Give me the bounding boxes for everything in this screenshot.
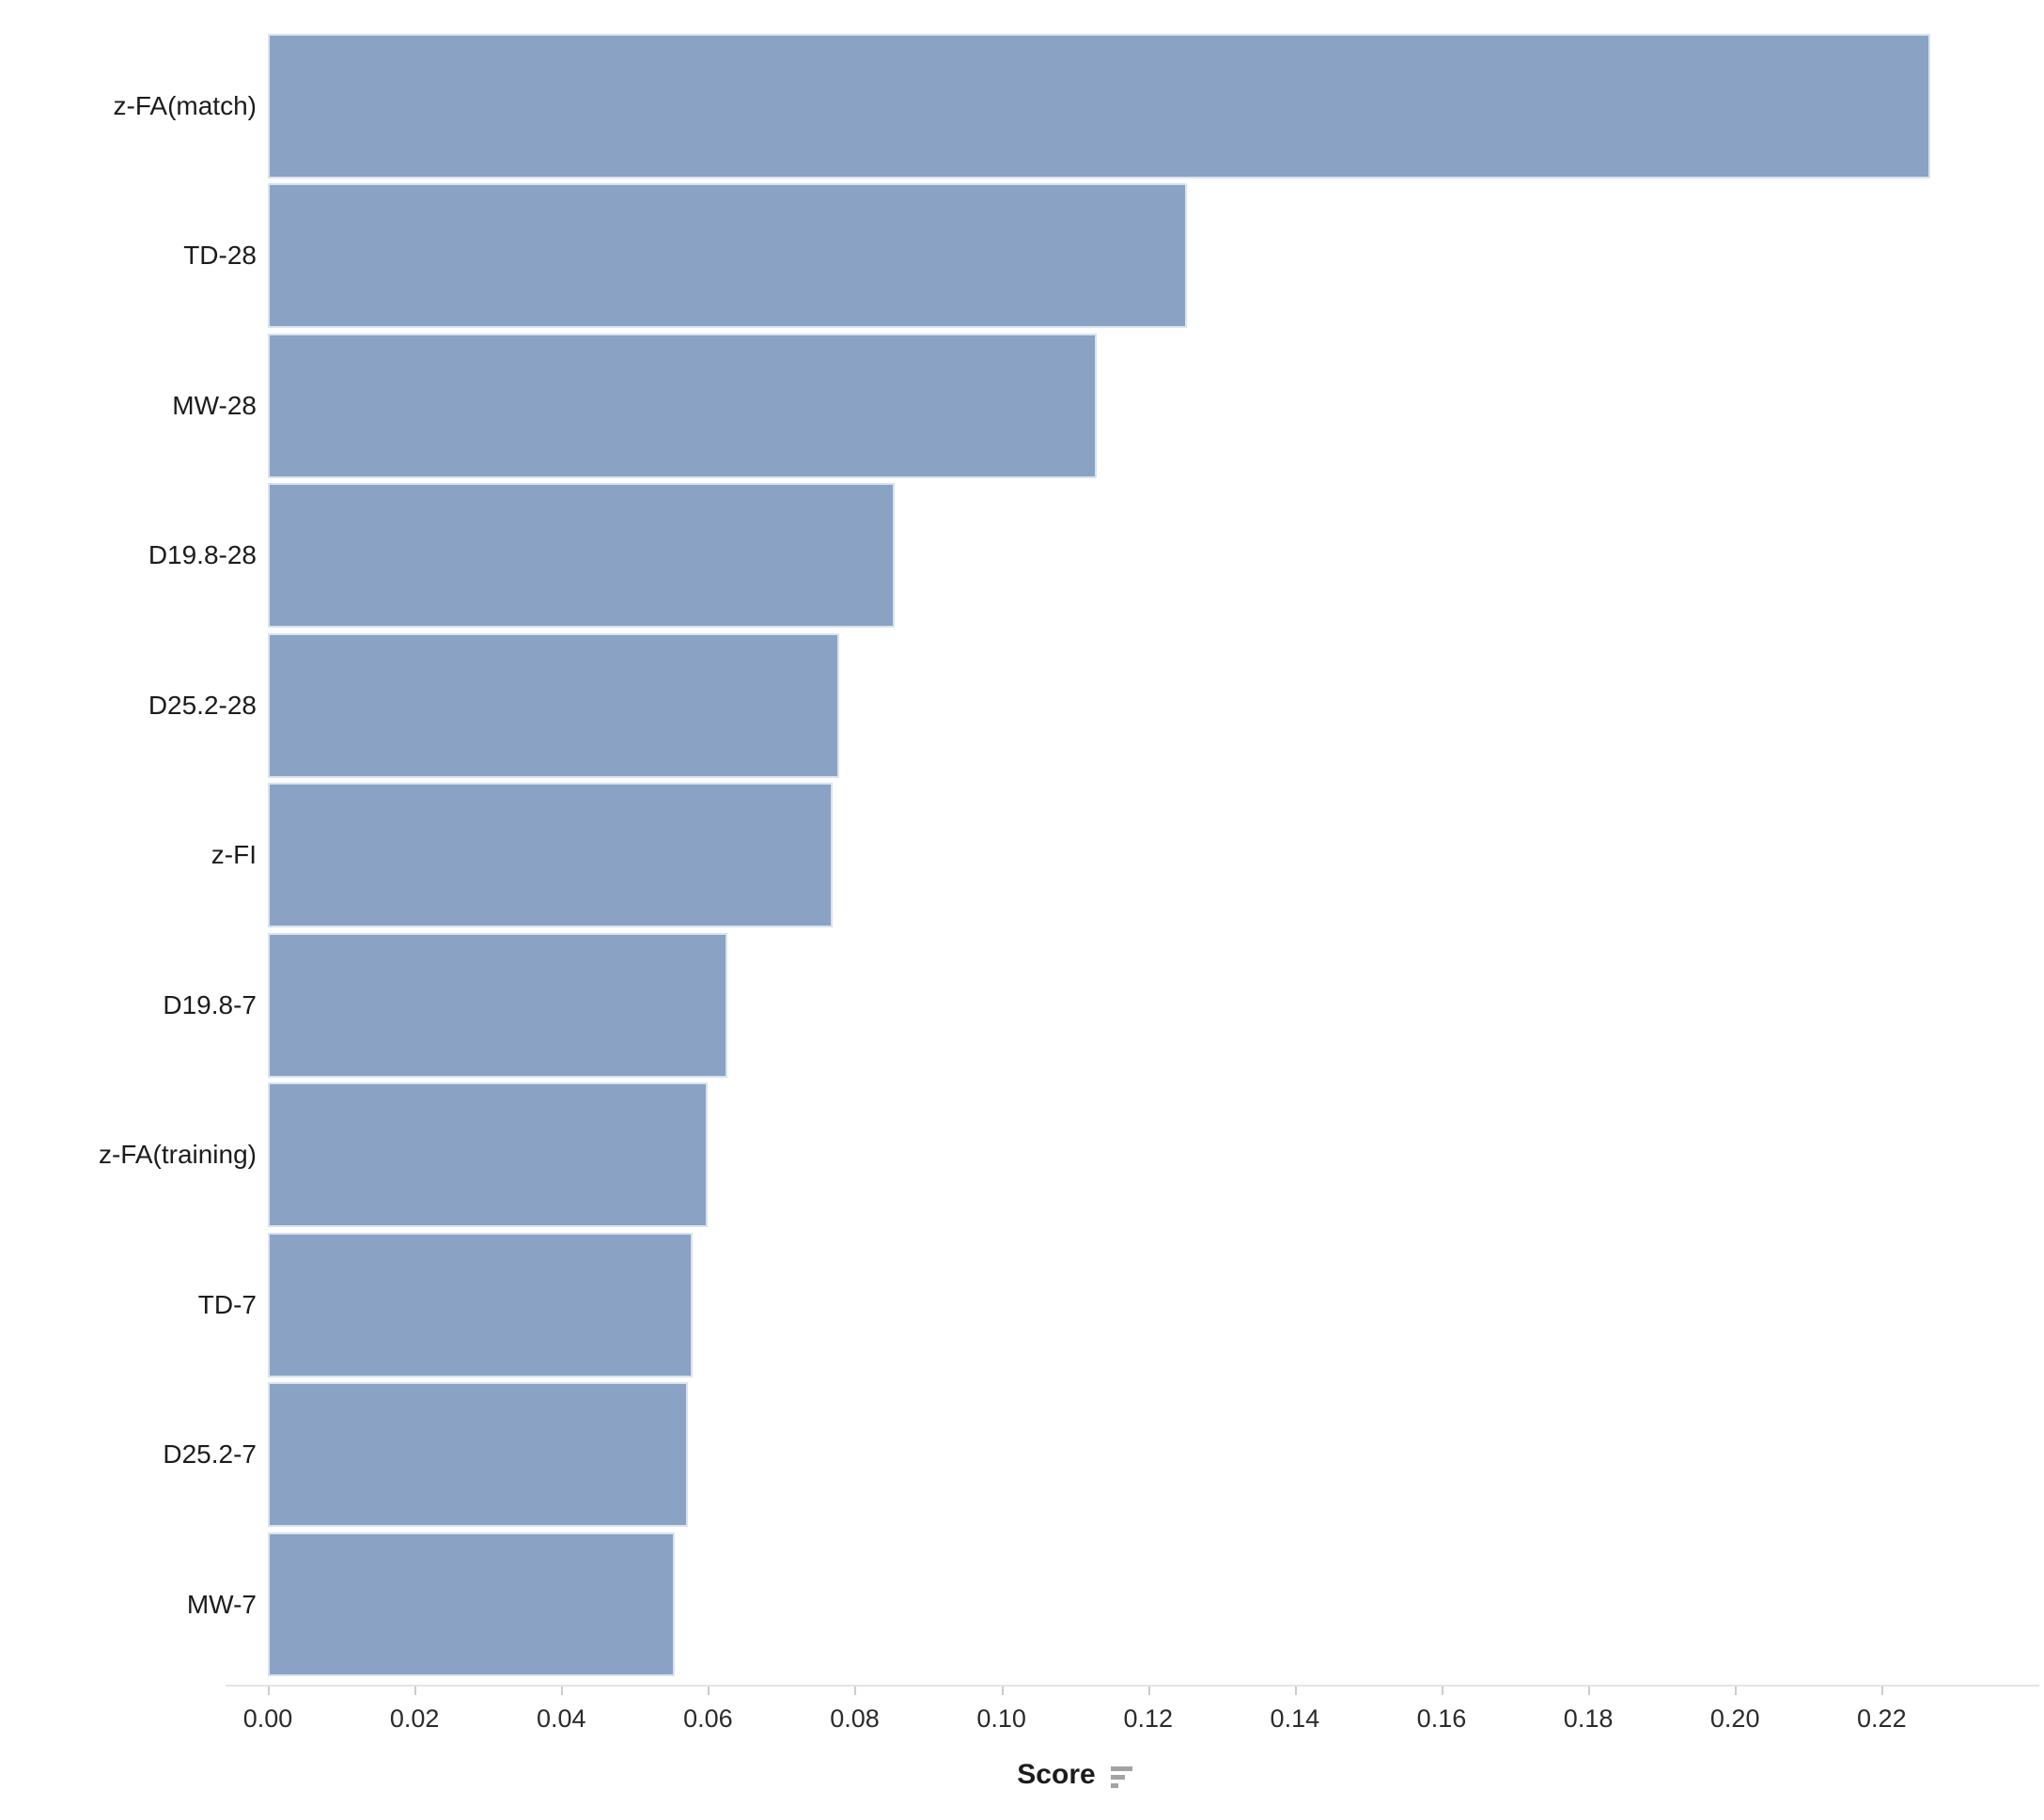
- bar[interactable]: [268, 1382, 689, 1528]
- x-tick-mark: [1881, 1687, 1884, 1695]
- bar[interactable]: [268, 483, 896, 629]
- x-tick-label: 0.18: [1563, 1704, 1614, 1733]
- x-tick-mark: [268, 1687, 270, 1695]
- sort-descending-icon[interactable]: [1110, 1766, 1132, 1792]
- x-tick-label: 0.04: [536, 1704, 586, 1733]
- x-tick-mark: [1001, 1687, 1004, 1695]
- x-tick-mark: [1441, 1687, 1443, 1695]
- category-label[interactable]: D19.8-7: [163, 989, 257, 1019]
- x-axis-title: Score: [268, 1759, 1881, 1792]
- x-tick-mark: [1588, 1687, 1591, 1695]
- category-label[interactable]: TD-7: [197, 1289, 257, 1319]
- x-tick-label: 0.16: [1416, 1704, 1467, 1733]
- bar[interactable]: [268, 632, 840, 778]
- bar[interactable]: [268, 932, 727, 1078]
- x-tick-label: 0.12: [1123, 1704, 1173, 1733]
- category-label[interactable]: MW-7: [186, 1589, 257, 1619]
- x-tick-label: 0.20: [1709, 1704, 1760, 1733]
- x-tick-label: 0.10: [976, 1704, 1026, 1733]
- bar[interactable]: [268, 1232, 693, 1377]
- x-axis-title-label: Score: [1017, 1759, 1096, 1790]
- bar[interactable]: [268, 1082, 709, 1228]
- x-tick-label: 0.08: [830, 1704, 880, 1733]
- x-tick-mark: [708, 1687, 710, 1695]
- x-axis-line: [226, 1685, 2039, 1687]
- x-tick-label: 0.00: [242, 1704, 293, 1733]
- bar[interactable]: [268, 333, 1098, 478]
- category-label[interactable]: z-FA(training): [98, 1140, 257, 1170]
- bar[interactable]: [268, 783, 834, 928]
- x-tick-mark: [561, 1687, 564, 1695]
- category-label[interactable]: z-FI: [211, 840, 257, 870]
- bar[interactable]: [268, 1532, 676, 1677]
- bar[interactable]: [268, 183, 1188, 329]
- category-label[interactable]: D25.2-7: [163, 1439, 257, 1470]
- category-label[interactable]: D25.2-28: [148, 690, 257, 720]
- x-tick-label: 0.02: [389, 1704, 440, 1733]
- bar[interactable]: [268, 34, 1930, 179]
- category-label[interactable]: MW-28: [172, 390, 257, 420]
- x-tick-mark: [1735, 1687, 1738, 1695]
- x-tick-mark: [854, 1687, 857, 1695]
- x-tick-label: 0.22: [1857, 1704, 1907, 1733]
- x-tick-mark: [414, 1687, 417, 1695]
- category-label[interactable]: D19.8-28: [148, 540, 257, 570]
- x-tick-label: 0.06: [683, 1704, 733, 1733]
- x-tick-mark: [1147, 1687, 1150, 1695]
- category-label[interactable]: TD-28: [183, 241, 257, 271]
- category-label[interactable]: z-FA(match): [113, 90, 257, 120]
- x-tick-mark: [1294, 1687, 1297, 1695]
- x-tick-label: 0.14: [1270, 1704, 1320, 1733]
